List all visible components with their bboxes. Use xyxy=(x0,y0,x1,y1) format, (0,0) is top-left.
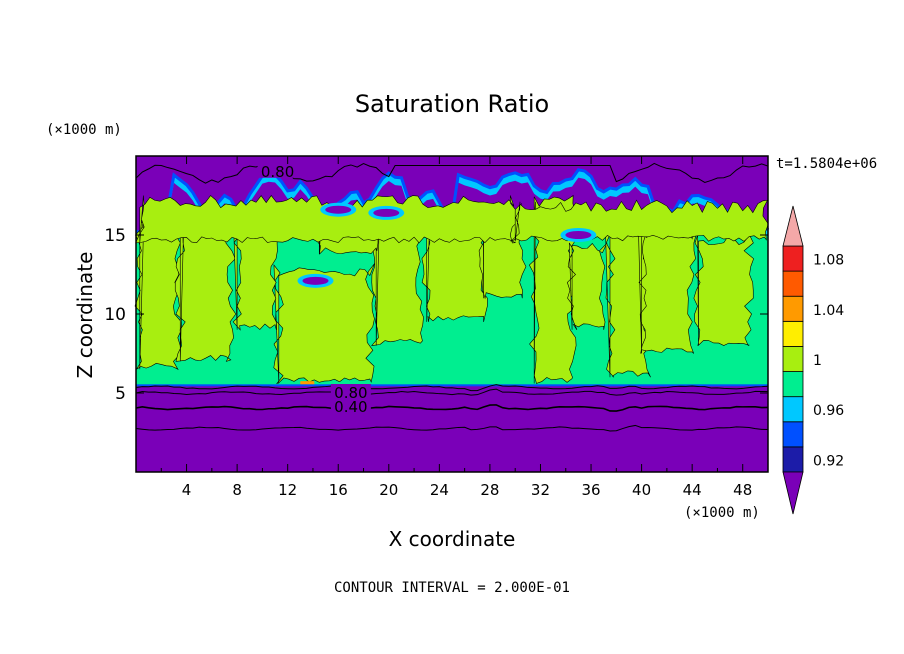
chart-title: Saturation Ratio xyxy=(355,90,549,118)
dry-pocket xyxy=(565,231,592,239)
x-tick-label: 20 xyxy=(379,481,398,499)
colorbar-tick-label: 0.96 xyxy=(813,403,844,419)
x-tick-label: 28 xyxy=(480,481,499,499)
x-ticks: 4 8 12 16 20 24 28 32 36 40 44 48 xyxy=(160,156,752,499)
contour-line xyxy=(135,384,769,392)
dry-pocket xyxy=(373,208,400,217)
x-tick-label: 36 xyxy=(581,481,600,499)
x-tick-label: 44 xyxy=(683,481,702,499)
x-tick-label: 40 xyxy=(632,481,651,499)
colorbar-tick-label: 0.92 xyxy=(813,453,844,469)
supersaturated-column xyxy=(135,195,521,244)
dry-pocket xyxy=(302,276,329,285)
supersaturated-column xyxy=(638,226,697,354)
colorbar-tick-label: 1.08 xyxy=(813,253,844,269)
x-tick-label: 16 xyxy=(329,481,348,499)
contour-field xyxy=(134,156,770,472)
boundary-blue-line xyxy=(136,384,768,387)
contour-labels: 0.800.800.40 xyxy=(257,162,371,416)
colorbar-segment xyxy=(782,270,804,297)
colorbar-top-arrow xyxy=(782,205,804,247)
colorbar-segment xyxy=(782,295,804,322)
contour-line xyxy=(135,404,769,412)
x-unit-label: (×1000 m) xyxy=(684,505,760,521)
colorbar: 0.92 0.96 1 1.04 1.08 xyxy=(782,205,844,515)
y-tick-label: 10 xyxy=(104,305,126,325)
contour-line xyxy=(135,388,769,396)
x-tick-label: 4 xyxy=(182,481,192,499)
time-label: t=1.5804e+06 xyxy=(776,156,877,172)
contour-label: 0.80 xyxy=(334,384,367,402)
x-tick-label: 24 xyxy=(430,481,449,499)
x-tick-label: 8 xyxy=(232,481,242,499)
supersaturated-column xyxy=(693,234,754,347)
y-axis-label: Z coordinate xyxy=(73,252,97,379)
dry-pocket xyxy=(325,205,352,214)
contour-label-bg xyxy=(330,398,371,414)
contour-interval-footer: CONTOUR INTERVAL = 2.000E-01 xyxy=(334,580,570,596)
colorbar-segment xyxy=(782,446,804,473)
contour-label: 0.80 xyxy=(261,163,294,181)
x-axis-label: X coordinate xyxy=(389,527,516,551)
colorbar-tick-label: 1.04 xyxy=(813,303,844,319)
colorbar-bottom-arrow xyxy=(782,471,804,515)
colorbar-segment xyxy=(782,421,804,448)
contour-lines xyxy=(135,162,769,432)
colorbar-segment xyxy=(782,346,804,372)
contour-label-bg xyxy=(330,384,371,399)
x-tick-label: 12 xyxy=(278,481,297,499)
orange-spot xyxy=(300,381,315,386)
y-tick-label: 15 xyxy=(104,226,126,246)
contour-label: 0.40 xyxy=(334,398,367,416)
x-tick-label: 48 xyxy=(733,481,752,499)
colorbar-segment xyxy=(782,371,804,398)
x-tick-label: 32 xyxy=(531,481,550,499)
y-ticks: 5 10 15 xyxy=(104,226,768,404)
y-tick-label: 5 xyxy=(115,384,126,404)
colorbar-segment xyxy=(782,396,804,423)
supersaturated-column xyxy=(566,242,608,330)
contour-line xyxy=(135,424,769,432)
contour-label-bg xyxy=(257,162,298,178)
colorbar-tick-label: 1 xyxy=(813,353,822,369)
upper-contour-line xyxy=(135,162,769,184)
colorbar-segment xyxy=(782,245,804,272)
supersaturated-column xyxy=(273,263,375,385)
colorbar-segment xyxy=(782,320,804,347)
y-unit-label: (×1000 m) xyxy=(46,122,122,138)
